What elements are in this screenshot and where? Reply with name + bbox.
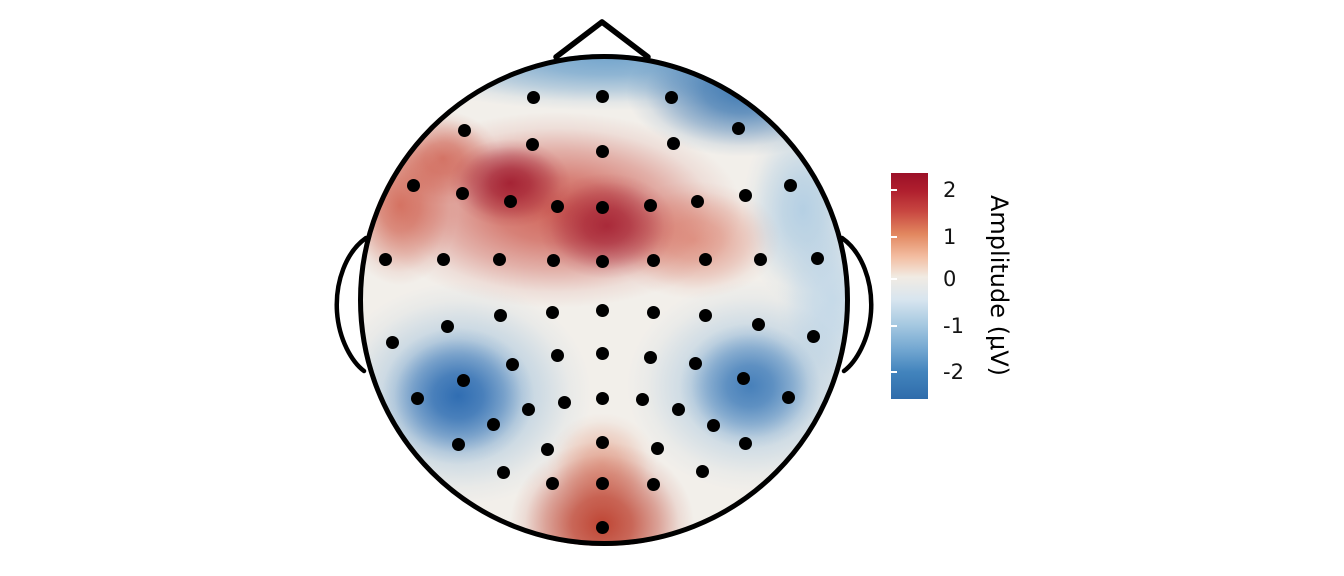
electrode-dot xyxy=(635,392,649,406)
electrode-dot xyxy=(595,303,609,317)
electrode-dot xyxy=(550,348,564,362)
electrode-dot xyxy=(688,356,702,370)
electrode-dot xyxy=(503,194,517,208)
electrode-dot xyxy=(671,402,685,416)
electrode-dot xyxy=(456,373,470,387)
colorbar-tick xyxy=(891,371,897,373)
electrode-dot xyxy=(546,253,560,267)
electrode-dot xyxy=(492,252,506,266)
colorbar-title: Amplitude (μV) xyxy=(985,195,1013,377)
electrode-dot xyxy=(493,308,507,322)
right-ear-outline xyxy=(839,235,874,374)
electrode-dot xyxy=(736,371,750,385)
electrode-dot xyxy=(666,136,680,150)
electrode-dot xyxy=(505,357,519,371)
electrode-dot xyxy=(738,436,752,450)
electrode-dot xyxy=(557,395,571,409)
electrode-dot xyxy=(595,435,609,449)
colorbar-tick xyxy=(891,278,897,280)
left-ear-outline xyxy=(334,235,369,374)
electrode-dot xyxy=(595,391,609,405)
electrode-dot xyxy=(378,252,392,266)
colorbar-tick xyxy=(891,325,897,327)
electrode-dot xyxy=(595,200,609,214)
electrode-dot xyxy=(455,186,469,200)
electrode-dot xyxy=(695,464,709,478)
electrode-dot xyxy=(521,402,535,416)
electrode-dot xyxy=(525,137,539,151)
electrode-dot xyxy=(646,477,660,491)
electrode-dot xyxy=(410,391,424,405)
head-circle xyxy=(358,54,850,546)
colorbar-tick-label: 2 xyxy=(943,178,957,202)
electrode-dot xyxy=(646,305,660,319)
electrode-dot xyxy=(550,199,564,213)
electrode-dot xyxy=(781,390,795,404)
electrode-dot xyxy=(545,476,559,490)
electrode-dot xyxy=(406,178,420,192)
electrode-dot xyxy=(496,465,510,479)
colorbar-tick-label: 1 xyxy=(943,225,957,249)
colorbar-tick xyxy=(891,236,897,238)
electrode-dot xyxy=(783,178,797,192)
electrode-dot xyxy=(690,194,704,208)
electrode-dot xyxy=(806,329,820,343)
electrode-dot xyxy=(436,252,450,266)
electrode-dot xyxy=(643,198,657,212)
electrode-dot xyxy=(738,188,752,202)
electrode-dot xyxy=(731,121,745,135)
electrode-dot xyxy=(698,308,712,322)
electrode-dot xyxy=(540,442,554,456)
electrode-dot xyxy=(664,90,678,104)
colorbar-gradient xyxy=(891,173,928,399)
electrode-dot xyxy=(698,252,712,266)
electrode-dot xyxy=(595,476,609,490)
colorbar-tick xyxy=(891,189,897,191)
electrode-dot xyxy=(451,437,465,451)
electrode-dot xyxy=(595,254,609,268)
scalp-heat-field xyxy=(358,54,850,546)
electrode-dot xyxy=(751,317,765,331)
electrode-dot xyxy=(646,253,660,267)
electrode-dot xyxy=(650,441,664,455)
electrode-dot xyxy=(457,123,471,137)
electrode-dot xyxy=(526,90,540,104)
electrode-dot xyxy=(643,350,657,364)
electrode-dot xyxy=(595,346,609,360)
electrode-dot xyxy=(810,251,824,265)
electrode-dot xyxy=(440,319,454,333)
electrode-dot xyxy=(486,417,500,431)
electrode-dot xyxy=(595,520,609,534)
colorbar-tick-label: 0 xyxy=(943,267,957,291)
electrode-dot xyxy=(706,418,720,432)
colorbar-tick-label: -2 xyxy=(943,360,964,384)
colorbar-tick-label: -1 xyxy=(943,314,964,338)
electrode-dot xyxy=(595,89,609,103)
electrode-dot xyxy=(595,144,609,158)
electrode-dot xyxy=(545,305,559,319)
electrode-dot xyxy=(753,252,767,266)
electrode-dot xyxy=(385,335,399,349)
nose-outline xyxy=(553,19,651,60)
